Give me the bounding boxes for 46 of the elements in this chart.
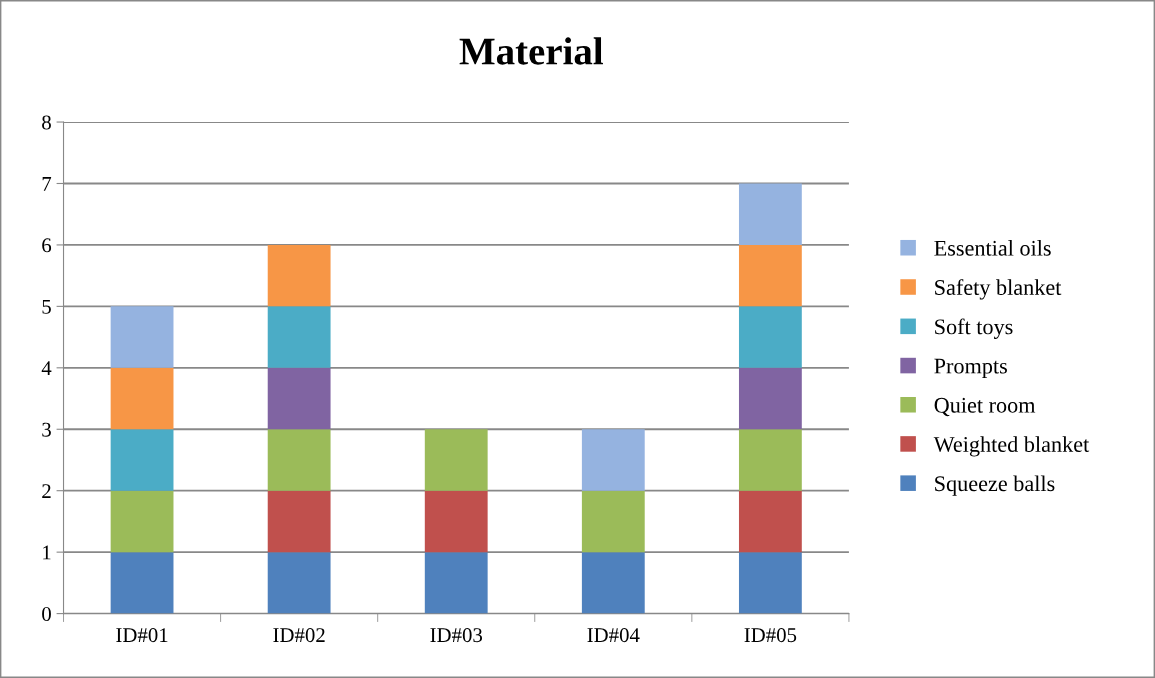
x-tick-label: ID#03	[430, 628, 483, 643]
bar	[267, 490, 331, 553]
y-tick-label: 3	[42, 422, 51, 437]
bar	[424, 429, 488, 491]
y-tick-label: 8	[42, 115, 51, 130]
legend-label: Soft toys	[935, 318, 1013, 339]
bar	[110, 552, 174, 614]
legend-label: Essential oils	[934, 240, 1051, 256]
bar	[424, 490, 488, 553]
legend-label: Quiet room	[934, 397, 1036, 417]
bar	[738, 367, 802, 430]
legend-label: Squeeze balls	[935, 475, 1055, 496]
legend-label: Prompts	[934, 358, 1007, 379]
y-tick-label: 0	[42, 606, 51, 622]
bar	[267, 429, 331, 491]
bar	[267, 244, 331, 307]
bar	[267, 552, 331, 614]
x-tick-label: ID#01	[116, 628, 168, 643]
x-tick-label: ID#02	[273, 628, 325, 643]
bar	[581, 552, 645, 614]
bar	[267, 367, 331, 430]
bar	[581, 429, 645, 491]
bar	[267, 306, 331, 368]
x-tick-label: ID#05	[744, 628, 797, 643]
y-tick-label: 2	[42, 484, 51, 498]
y-tick-label: 5	[42, 299, 51, 314]
bar	[738, 490, 802, 553]
bar	[110, 367, 174, 430]
y-tick-label: 4	[41, 361, 52, 376]
bar	[738, 244, 802, 307]
bar	[738, 552, 802, 614]
legend-label: Safety blanket	[935, 279, 1062, 300]
y-tick-label: 1	[43, 545, 51, 560]
bar	[424, 552, 488, 614]
legend-label: Weighted blanket	[933, 436, 1090, 457]
bar	[110, 429, 174, 491]
y-tick-label: 7	[42, 177, 52, 191]
bar	[110, 490, 174, 553]
bar	[110, 306, 174, 368]
bar	[738, 429, 802, 491]
bar	[581, 490, 645, 553]
chart-title: Material	[459, 37, 603, 65]
x-tick-label: ID#04	[587, 628, 640, 643]
bar	[738, 306, 802, 368]
y-tick-label: 6	[42, 238, 52, 253]
bar	[738, 183, 802, 245]
